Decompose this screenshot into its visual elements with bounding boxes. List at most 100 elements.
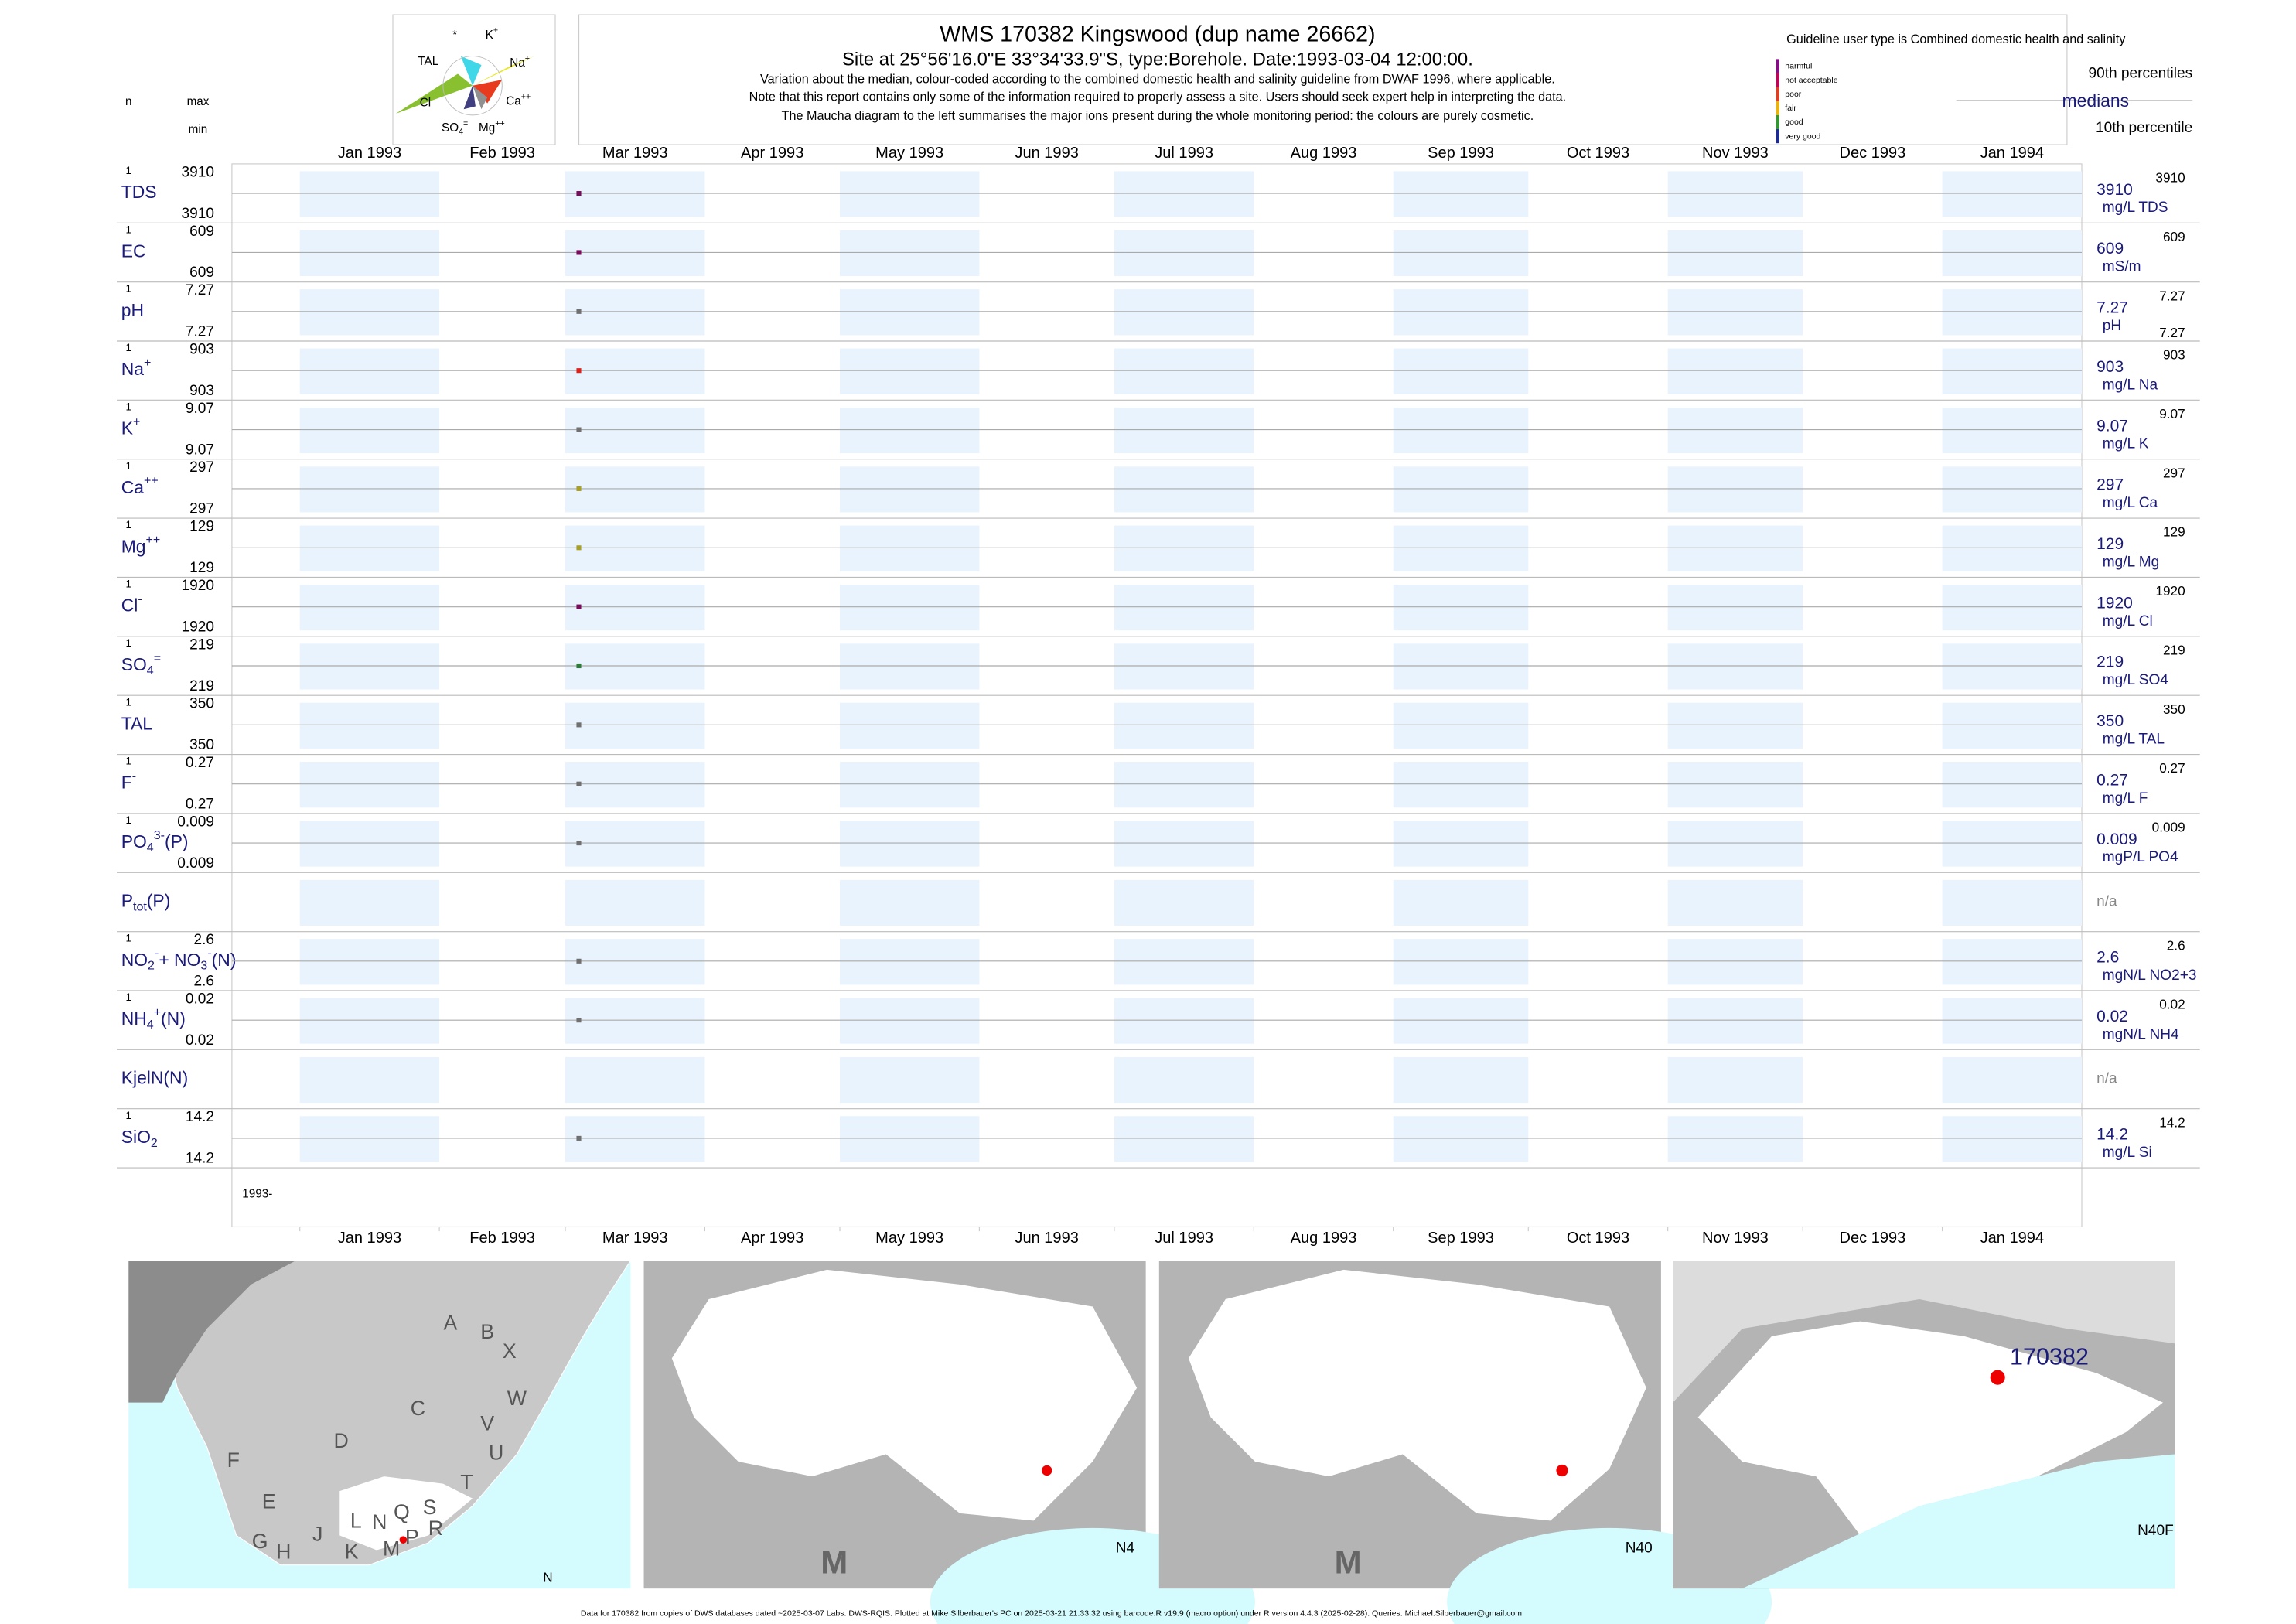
map-label: C [411, 1397, 425, 1420]
month-band [565, 289, 705, 336]
month-band [1393, 1116, 1529, 1162]
label-part: - [207, 947, 211, 960]
month-band [1393, 821, 1529, 867]
month-band [1942, 348, 2082, 394]
month-band [299, 821, 440, 867]
label-part: = [463, 119, 468, 128]
x-tick-label: Sep 1993 [1428, 1230, 1494, 1247]
data-point [576, 1135, 582, 1141]
month-band [1667, 1116, 1803, 1162]
month-band [1114, 289, 1254, 336]
month-band [1114, 1056, 1254, 1104]
label-part: 4 [147, 664, 154, 677]
map-label: X [503, 1339, 517, 1363]
label-part: NO [121, 950, 148, 970]
p90-value: 7.27 [2159, 288, 2185, 303]
label-part: = [154, 651, 161, 665]
data-point [576, 722, 582, 728]
label-part: K [486, 29, 494, 42]
x-tick-label: Jan 1994 [1980, 1230, 2044, 1247]
count: 1 [125, 401, 131, 412]
maucha-label: SO4= [442, 119, 468, 137]
map-label: A [444, 1312, 458, 1335]
month-band [1393, 939, 1529, 985]
max-value: 0.27 [186, 755, 214, 771]
unit: mgP/L PO4 [2103, 849, 2178, 865]
median-value: 609 [2096, 240, 2124, 258]
legend-class: not acceptable [1785, 76, 1837, 85]
title-box [578, 14, 2068, 145]
unit: mg/L Si [2103, 1145, 2152, 1161]
month-band [565, 171, 705, 217]
row-label: TDS [121, 182, 157, 202]
legend-swatch [1776, 87, 1779, 101]
median-value: 7.27 [2096, 299, 2128, 317]
max-value: 14.2 [186, 1109, 214, 1125]
p10-value: 7.27 [2159, 325, 2185, 340]
month-band [1942, 466, 2082, 513]
x-tick-label: May 1993 [875, 1230, 943, 1247]
maucha-segment [395, 73, 473, 114]
month-band [839, 230, 980, 276]
label-part: Mg [121, 536, 146, 556]
count: 1 [125, 223, 131, 235]
x-tick-label: Apr 1993 [741, 145, 803, 162]
month-band [565, 585, 705, 631]
month-band [299, 585, 440, 631]
row-label: NO2-+ NO3-(N) [121, 947, 237, 973]
label-part: SiO [121, 1127, 151, 1147]
month-band [1667, 821, 1803, 867]
map-label: N [372, 1510, 387, 1534]
min-value: 9.07 [186, 442, 214, 458]
month-band [565, 230, 705, 276]
data-point [576, 427, 582, 432]
month-band [1393, 1056, 1529, 1104]
title: WMS 170382 Kingswood (dup name 26662) [940, 22, 1375, 46]
row-label: TAL [121, 713, 152, 733]
p90-value: 0.02 [2159, 997, 2185, 1012]
month-band [839, 643, 980, 690]
x-tick-label: Aug 1993 [1291, 1230, 1357, 1247]
legend-swatch [1776, 73, 1779, 87]
label-part: TAL [418, 55, 438, 68]
count: 1 [125, 283, 131, 295]
month-band [1942, 289, 2082, 336]
month-band [1114, 466, 1254, 513]
maucha-segment [473, 80, 503, 104]
label-part: Ca [506, 95, 521, 108]
max-value: 2.6 [193, 932, 214, 948]
label-part: 3- [154, 828, 165, 842]
label-part: ++ [521, 92, 531, 101]
month-band [299, 939, 440, 985]
median-value: 0.02 [2096, 1008, 2128, 1025]
min-value: 350 [189, 737, 214, 753]
p90-value: 1920 [2155, 583, 2185, 599]
map-label: N [543, 1569, 552, 1585]
row-label: EC [121, 241, 146, 261]
label-part: + [154, 1005, 161, 1019]
map-sea [1742, 1454, 2175, 1589]
month-band [565, 1116, 705, 1162]
month-band [1114, 762, 1254, 808]
month-band [1942, 643, 2082, 690]
legend-p90: 90th percentiles [2088, 66, 2192, 82]
month-band [1393, 643, 1529, 690]
min-value: 2.6 [193, 974, 214, 990]
data-point [576, 958, 582, 964]
month-band [1942, 230, 2082, 276]
maucha-diagram [395, 56, 535, 116]
month-band [1114, 1116, 1254, 1162]
month-band [1114, 821, 1254, 867]
month-band [839, 702, 980, 749]
unit: mg/L SO4 [2103, 672, 2169, 688]
row-label: NH4+(N) [121, 1005, 186, 1032]
max-value: 3910 [182, 164, 214, 180]
month-band [299, 525, 440, 571]
max-value: 129 [189, 519, 214, 535]
month-band [299, 702, 440, 749]
legend-class: poor [1785, 90, 1802, 99]
column-head: n [125, 95, 131, 108]
x-tick-label: Oct 1993 [1567, 1230, 1629, 1247]
median-value: 129 [2096, 535, 2124, 553]
map-label: N4 [1116, 1540, 1135, 1557]
